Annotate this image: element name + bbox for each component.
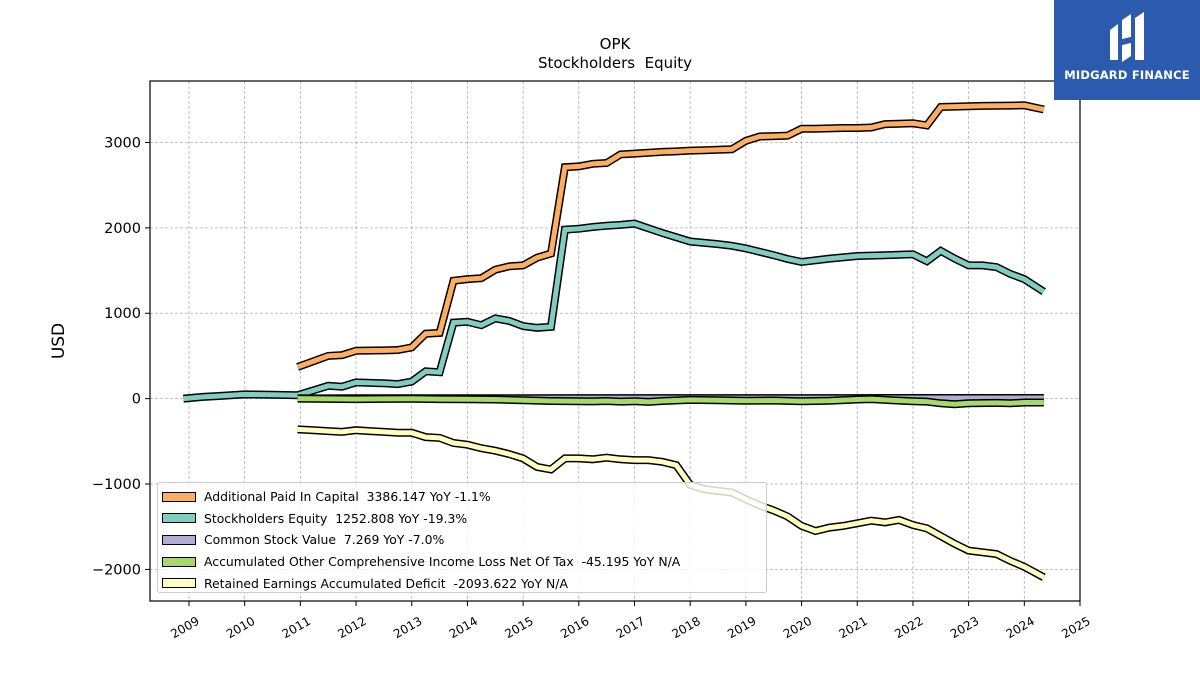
y-tick-label: −1000 xyxy=(92,477,141,493)
chart-title: OPK xyxy=(600,35,632,53)
logo-text: MIDGARD FINANCE xyxy=(1064,68,1190,82)
series-line-accumulated-other-comprehensive-income-loss-net-of-tax xyxy=(297,396,1044,407)
x-axis-ticks: 2009 2010 2011 2012 2013 2014 2015 2016 2017 2018… xyxy=(168,601,1093,641)
y-tick-label: 2000 xyxy=(104,221,141,237)
legend-label: Common Stock Value 7.269 YoY -7.0% xyxy=(204,532,445,548)
legend-item: Common Stock Value 7.269 YoY -7.0% xyxy=(158,529,766,551)
series-line-additional-paid-in-capital xyxy=(296,102,1045,370)
series-outline-stockholders-equity xyxy=(183,219,1046,403)
x-tick-label: 2014 xyxy=(447,614,480,641)
x-tick-label: 2018 xyxy=(669,614,702,641)
legend-label: Additional Paid In Capital 3386.147 YoY … xyxy=(204,489,491,505)
y-axis-ticks: −2000 −1000 0 1000 2000 3000 xyxy=(92,135,150,578)
midgard-finance-logo: MIDGARD FINANCE xyxy=(1054,0,1200,100)
y-axis-label: USD xyxy=(49,323,69,359)
legend-swatch xyxy=(162,491,196,502)
x-tick-label: 2010 xyxy=(224,614,257,641)
series-line-stockholders-equity xyxy=(183,221,1046,402)
x-tick-label: 2021 xyxy=(837,614,870,641)
legend-swatch xyxy=(162,578,196,589)
legend: Additional Paid In Capital 3386.147 YoY … xyxy=(157,482,767,593)
legend-item: Accumulated Other Comprehensive Income L… xyxy=(158,551,766,573)
x-tick-label: 2022 xyxy=(892,614,925,641)
x-tick-label: 2020 xyxy=(781,614,814,641)
legend-label: Retained Earnings Accumulated Deficit -2… xyxy=(204,575,568,591)
series-lines xyxy=(183,101,1046,581)
x-tick-label: 2011 xyxy=(280,614,313,641)
x-tick-label: 2013 xyxy=(391,614,424,641)
y-tick-label: 3000 xyxy=(104,135,141,151)
legend-swatch xyxy=(162,513,196,524)
x-tick-label: 2012 xyxy=(335,614,368,641)
x-tick-label: 2016 xyxy=(558,614,591,641)
y-tick-label: 0 xyxy=(132,392,141,408)
legend-label: Stockholders Equity 1252.808 YoY -19.3% xyxy=(204,510,468,526)
x-tick-label: 2019 xyxy=(725,614,758,641)
series-line-retained-earnings-accumulated-deficit xyxy=(297,426,1045,580)
plot-frame xyxy=(149,80,1081,602)
x-tick-label: 2024 xyxy=(1004,614,1037,641)
legend-item: Additional Paid In Capital 3386.147 YoY … xyxy=(158,486,766,508)
y-tick-label: 1000 xyxy=(104,306,141,322)
x-tick-label: 2017 xyxy=(614,614,647,641)
legend-swatch xyxy=(162,556,196,567)
x-tick-label: 2015 xyxy=(502,614,535,641)
legend-item: Stockholders Equity 1252.808 YoY -19.3% xyxy=(158,508,766,530)
y-tick-label: −2000 xyxy=(92,562,141,578)
legend-item: Retained Earnings Accumulated Deficit -2… xyxy=(158,572,766,594)
chart-subtitle: Stockholders Equity xyxy=(538,54,692,72)
x-tick-label: 2023 xyxy=(948,614,981,641)
midgard-logo-icon xyxy=(1110,12,1144,62)
legend-label: Accumulated Other Comprehensive Income L… xyxy=(204,554,681,570)
x-tick-label: 2009 xyxy=(168,614,201,641)
legend-swatch xyxy=(162,534,196,545)
x-tick-label: 2025 xyxy=(1059,614,1092,641)
